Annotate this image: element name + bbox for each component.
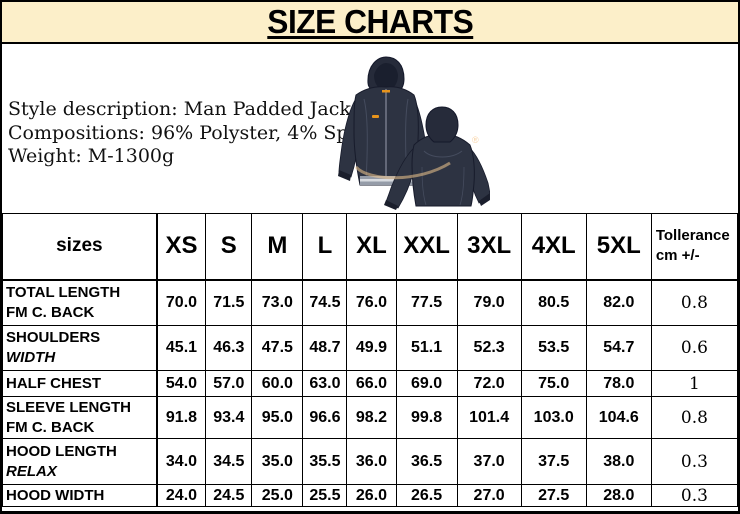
size-value-cell: 71.5	[205, 279, 253, 326]
size-value-cell: 34.0	[156, 438, 207, 485]
size-value-cell: 48.7	[302, 325, 348, 371]
size-chart-table: sizes XS S M L XL XXL 3XL 4XL 5XL Toller…	[2, 213, 738, 507]
size-value-cell: 47.5	[251, 325, 304, 371]
size-value-cell: 77.5	[395, 279, 458, 326]
row-label: HALF CHEST	[2, 370, 158, 397]
table-row-sleeve-length: SLEEVE LENGTH FM C. BACK 91.8 93.4 95.0 …	[2, 396, 738, 439]
size-value-cell: 75.0	[520, 370, 587, 397]
size-value-cell: 76.0	[346, 279, 397, 326]
size-value-cell: 24.5	[205, 484, 253, 507]
jacket-front-back-illustration: EStyles ®	[338, 56, 490, 210]
size-header-5xl: 5XL	[585, 213, 652, 281]
size-value-cell: 52.3	[456, 325, 522, 371]
size-header-s: S	[205, 213, 253, 281]
size-value-cell: 78.0	[585, 370, 652, 397]
size-value-cell: 98.2	[346, 396, 397, 439]
size-value-cell: 27.0	[456, 484, 522, 507]
size-value-cell: 26.0	[346, 484, 397, 507]
size-value-cell: 80.5	[520, 279, 587, 326]
size-value-cell: 66.0	[346, 370, 397, 397]
size-value-cell: 69.0	[395, 370, 458, 397]
table-row-half-chest: HALF CHEST 54.0 57.0 60.0 63.0 66.0 69.0…	[2, 370, 738, 397]
title-band: SIZE CHARTS	[2, 2, 738, 44]
watermark-swoosh	[354, 161, 451, 180]
size-value-cell: 60.0	[251, 370, 304, 397]
style-description-line: Style description: Man Padded Jacket	[8, 98, 370, 120]
tolerance-cell: 0.3	[650, 438, 738, 485]
size-value-cell: 54.7	[585, 325, 652, 371]
registered-mark-icon: ®	[472, 135, 479, 145]
tolerance-cell: 0.8	[650, 279, 738, 326]
size-value-cell: 46.3	[205, 325, 253, 371]
size-value-cell: 35.5	[302, 438, 348, 485]
size-header-4xl: 4XL	[520, 213, 587, 281]
size-value-cell: 99.8	[395, 396, 458, 439]
size-value-cell: 72.0	[456, 370, 522, 397]
tolerance-cell: 0.3	[650, 484, 738, 507]
size-value-cell: 93.4	[205, 396, 253, 439]
size-header-xs: XS	[156, 213, 207, 281]
size-value-cell: 34.5	[205, 438, 253, 485]
row-label: HOOD LENGTH RELAX	[2, 438, 158, 485]
size-value-cell: 79.0	[456, 279, 522, 326]
size-value-cell: 70.0	[156, 279, 207, 326]
size-value-cell: 35.0	[251, 438, 304, 485]
table-row-hood-width: HOOD WIDTH 24.0 24.5 25.0 25.5 26.0 26.5…	[2, 484, 738, 507]
size-header-xxl: XXL	[395, 213, 458, 281]
size-value-cell: 104.6	[585, 396, 652, 439]
size-value-cell: 28.0	[585, 484, 652, 507]
row-label: TOTAL LENGTH FM C. BACK	[2, 279, 158, 326]
size-value-cell: 103.0	[520, 396, 587, 439]
table-row-total-length: TOTAL LENGTH FM C. BACK 70.0 71.5 73.0 7…	[2, 279, 738, 326]
tolerance-cell: 1	[650, 370, 738, 397]
product-info-section: Style description: Man Padded Jacket Com…	[2, 44, 738, 213]
size-value-cell: 24.0	[156, 484, 207, 507]
size-value-cell: 37.5	[520, 438, 587, 485]
size-value-cell: 27.5	[520, 484, 587, 507]
size-value-cell: 91.8	[156, 396, 207, 439]
size-value-cell: 45.1	[156, 325, 207, 371]
row-label: SHOULDERS WIDTH	[2, 325, 158, 371]
sizes-column-header: sizes	[2, 213, 158, 281]
size-value-cell: 101.4	[456, 396, 522, 439]
size-value-cell: 49.9	[346, 325, 397, 371]
jacket-front-view	[338, 56, 430, 186]
row-label: HOOD WIDTH	[2, 484, 158, 507]
size-header-l: L	[302, 213, 348, 281]
weight-line: Weight: M-1300g	[8, 145, 175, 167]
size-value-cell: 25.0	[251, 484, 304, 507]
size-value-cell: 74.5	[302, 279, 348, 326]
size-value-cell: 37.0	[456, 438, 522, 485]
tolerance-column-header: Tollerance cm +/-	[650, 213, 738, 281]
tolerance-cell: 0.6	[650, 325, 738, 371]
table-header-row: sizes XS S M L XL XXL 3XL 4XL 5XL Toller…	[2, 213, 738, 281]
size-value-cell: 38.0	[585, 438, 652, 485]
table-row-hood-length: HOOD LENGTH RELAX 34.0 34.5 35.0 35.5 36…	[2, 438, 738, 485]
size-value-cell: 57.0	[205, 370, 253, 397]
size-value-cell: 82.0	[585, 279, 652, 326]
size-value-cell: 73.0	[251, 279, 304, 326]
size-value-cell: 25.5	[302, 484, 348, 507]
product-description: Style description: Man Padded Jacket Com…	[8, 98, 406, 169]
size-value-cell: 26.5	[395, 484, 458, 507]
size-value-cell: 95.0	[251, 396, 304, 439]
table-row-shoulders: SHOULDERS WIDTH 45.1 46.3 47.5 48.7 49.9…	[2, 325, 738, 371]
row-label: SLEEVE LENGTH FM C. BACK	[2, 396, 158, 439]
jacket-back-view	[384, 106, 490, 210]
page-title: SIZE CHARTS	[267, 3, 473, 40]
size-value-cell: 54.0	[156, 370, 207, 397]
composition-line: Compositions: 96% Polyster, 4% Spandex	[8, 121, 407, 144]
size-header-3xl: 3XL	[456, 213, 522, 281]
size-value-cell: 53.5	[520, 325, 587, 371]
size-value-cell: 36.5	[395, 438, 458, 485]
size-value-cell: 96.6	[302, 396, 348, 439]
size-value-cell: 51.1	[395, 325, 458, 371]
size-value-cell: 63.0	[302, 370, 348, 397]
tolerance-cell: 0.8	[650, 396, 738, 439]
size-header-xl: XL	[346, 213, 397, 281]
size-header-m: M	[251, 213, 304, 281]
size-value-cell: 36.0	[346, 438, 397, 485]
